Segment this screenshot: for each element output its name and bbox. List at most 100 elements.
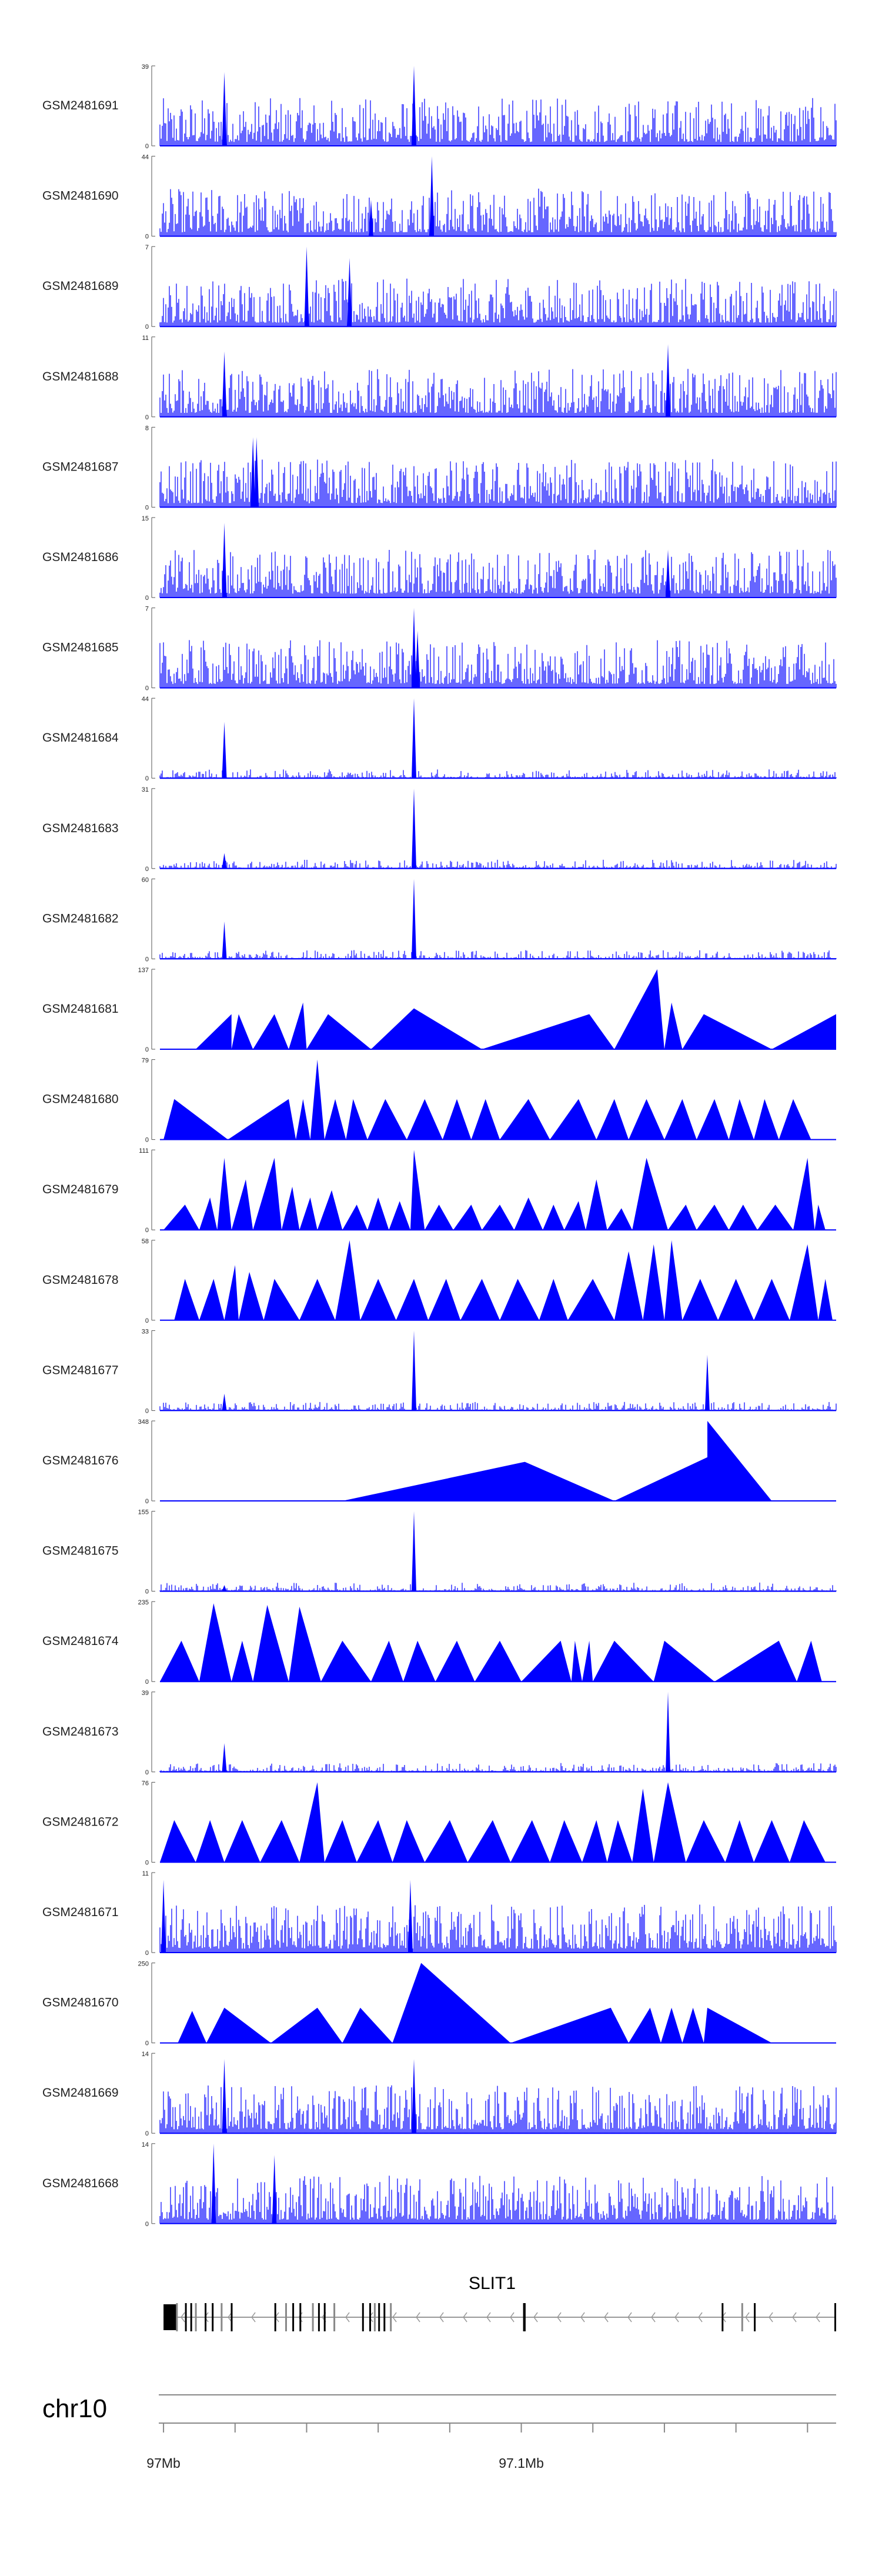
exon: [362, 2303, 364, 2331]
y-zero-label: 0: [145, 775, 149, 782]
track-label: GSM2481668: [42, 2177, 119, 2190]
y-max-label: 11: [142, 335, 149, 342]
coverage-signal: [159, 769, 837, 779]
track-GSM2481668: GSM2481668 14 0: [42, 2141, 837, 2228]
peak: [304, 246, 309, 327]
coverage-signal: [159, 1763, 837, 1772]
track-GSM2481676: GSM2481676 348 0: [42, 1419, 836, 1505]
track-label: GSM2481690: [42, 189, 119, 203]
y-zero-label: 0: [145, 685, 149, 692]
coverage-signal: [159, 549, 837, 598]
strand-arrow: [557, 2312, 562, 2323]
y-max-label: 79: [142, 1057, 149, 1065]
track-GSM2481670: GSM2481670 250 0: [42, 1961, 836, 2047]
peak: [429, 156, 435, 236]
y-max-label: 235: [138, 1599, 149, 1606]
axis-tick-label: 97.1Mb: [499, 2455, 544, 2471]
peak: [254, 437, 259, 508]
track-label: GSM2481674: [42, 1634, 119, 1648]
strand-arrow: [439, 2312, 444, 2323]
exon: [190, 2303, 192, 2331]
y-max-label: 155: [138, 1509, 149, 1516]
gene-model: [163, 2303, 836, 2331]
track-GSM2481689: GSM2481689 7 0: [42, 244, 837, 331]
coverage-signal: [159, 950, 837, 959]
y-zero-label: 0: [145, 866, 149, 873]
exon: [274, 2303, 276, 2331]
peak: [412, 608, 417, 688]
exon: [185, 2303, 187, 2331]
peak: [222, 921, 227, 959]
track-GSM2481675: GSM2481675 155 0: [42, 1509, 837, 1596]
track-label: GSM2481691: [42, 99, 119, 112]
track-GSM2481686: GSM2481686 15 0: [42, 515, 837, 602]
track-label: GSM2481673: [42, 1725, 119, 1739]
exon: [212, 2303, 214, 2331]
exon: [378, 2303, 380, 2331]
strand-arrow: [486, 2312, 491, 2323]
y-zero-label: 0: [145, 1859, 149, 1866]
coverage-signal: [159, 2175, 837, 2224]
exon: [163, 2304, 176, 2330]
y-zero-label: 0: [145, 1046, 149, 1053]
track-GSM2481680: GSM2481680 79 0: [42, 1057, 836, 1144]
exon: [333, 2303, 336, 2331]
track-GSM2481678: GSM2481678 58 0: [42, 1238, 836, 1324]
y-max-label: 111: [139, 1147, 149, 1154]
peak: [412, 698, 417, 779]
coverage-signal: [159, 459, 837, 508]
track-label: GSM2481682: [42, 912, 119, 925]
y-zero-label: 0: [145, 1317, 149, 1324]
track-label: GSM2481675: [42, 1544, 119, 1558]
exon: [230, 2303, 233, 2331]
track-GSM2481690: GSM2481690 44 0: [42, 154, 837, 241]
y-zero-label: 0: [145, 2130, 149, 2137]
exon: [834, 2303, 836, 2331]
peak: [666, 1691, 671, 1772]
peak: [412, 879, 417, 959]
coverage-area: [163, 1059, 811, 1140]
exon: [741, 2303, 743, 2331]
track-GSM2481688: GSM2481688 11 0: [42, 335, 837, 421]
y-max-label: 44: [142, 154, 149, 161]
track-label: GSM2481671: [42, 1906, 119, 1919]
y-zero-label: 0: [145, 1679, 149, 1686]
y-max-label: 14: [142, 2141, 149, 2148]
y-zero-label: 0: [145, 1589, 149, 1596]
peak: [222, 1585, 227, 1591]
exon: [369, 2303, 371, 2331]
track-label: GSM2481680: [42, 1093, 119, 1106]
y-zero-label: 0: [145, 504, 149, 511]
y-max-label: 7: [145, 244, 149, 251]
coverage-signal: [159, 278, 837, 327]
track-GSM2481691: GSM2481691 39 0: [42, 64, 837, 150]
exon: [195, 2303, 197, 2331]
peak: [222, 1743, 227, 1772]
track-label: GSM2481685: [42, 641, 119, 655]
coverage-signal: [159, 369, 837, 417]
coverage-signal: [159, 2085, 837, 2134]
y-zero-label: 0: [145, 233, 149, 241]
track-label: GSM2481689: [42, 279, 119, 293]
peak: [407, 1880, 413, 1953]
peak: [666, 344, 671, 417]
y-max-label: 348: [138, 1419, 149, 1426]
strand-arrow: [181, 2312, 185, 2323]
strand-arrow: [674, 2312, 679, 2323]
track-GSM2481683: GSM2481683 31 0: [42, 786, 837, 873]
track-label: GSM2481672: [42, 1815, 119, 1828]
y-zero-label: 0: [145, 1498, 149, 1505]
exon: [299, 2303, 302, 2331]
y-max-label: 15: [142, 515, 149, 522]
chromosome-label: chr10: [42, 2394, 107, 2423]
y-max-label: 39: [142, 64, 149, 71]
y-max-label: 76: [142, 1780, 149, 1787]
exon: [292, 2303, 295, 2331]
track-label: GSM2481669: [42, 2086, 119, 2100]
track-label: GSM2481683: [42, 822, 119, 835]
strand-arrow: [792, 2312, 797, 2323]
track-label: GSM2481679: [42, 1183, 119, 1196]
y-max-label: 8: [145, 425, 149, 432]
peak: [211, 2143, 216, 2224]
y-zero-label: 0: [145, 414, 149, 421]
